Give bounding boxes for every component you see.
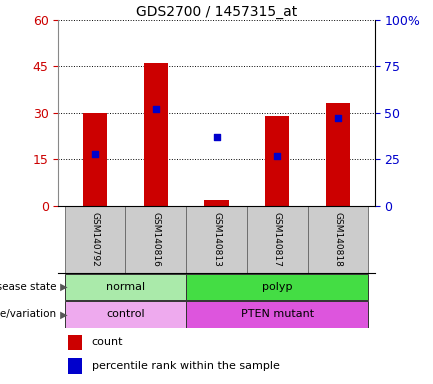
Text: GSM140817: GSM140817 [273,212,282,267]
Bar [186,206,247,273]
Point [91,151,98,157]
Point [213,134,220,140]
Bar [65,206,125,273]
Text: control: control [106,310,145,319]
Bar [186,273,368,300]
Text: GSM140816: GSM140816 [151,212,160,267]
Title: GDS2700 / 1457315_at: GDS2700 / 1457315_at [136,5,297,18]
Text: GSM140792: GSM140792 [90,212,100,267]
Point [152,106,159,112]
Text: ▶: ▶ [57,310,68,319]
Text: PTEN mutant: PTEN mutant [241,310,314,319]
Point [274,152,281,159]
Text: percentile rank within the sample: percentile rank within the sample [92,361,280,371]
Text: genotype/variation: genotype/variation [0,310,56,319]
Bar [65,273,186,300]
Text: normal: normal [106,282,145,292]
Bar [247,206,308,273]
Bar [125,206,186,273]
Bar [83,113,107,206]
Bar [65,301,186,328]
Text: GSM140818: GSM140818 [333,212,343,267]
Bar [144,63,168,206]
Text: count: count [92,337,123,347]
Bar [68,334,82,350]
Point [335,115,342,121]
Text: ▶: ▶ [57,282,68,292]
Text: disease state: disease state [0,282,56,292]
Bar [186,301,368,328]
Bar [326,103,350,206]
Bar [204,200,229,206]
Text: GSM140813: GSM140813 [212,212,221,267]
Bar [68,358,82,374]
Text: polyp: polyp [262,282,293,292]
Bar [265,116,289,206]
Bar [308,206,368,273]
